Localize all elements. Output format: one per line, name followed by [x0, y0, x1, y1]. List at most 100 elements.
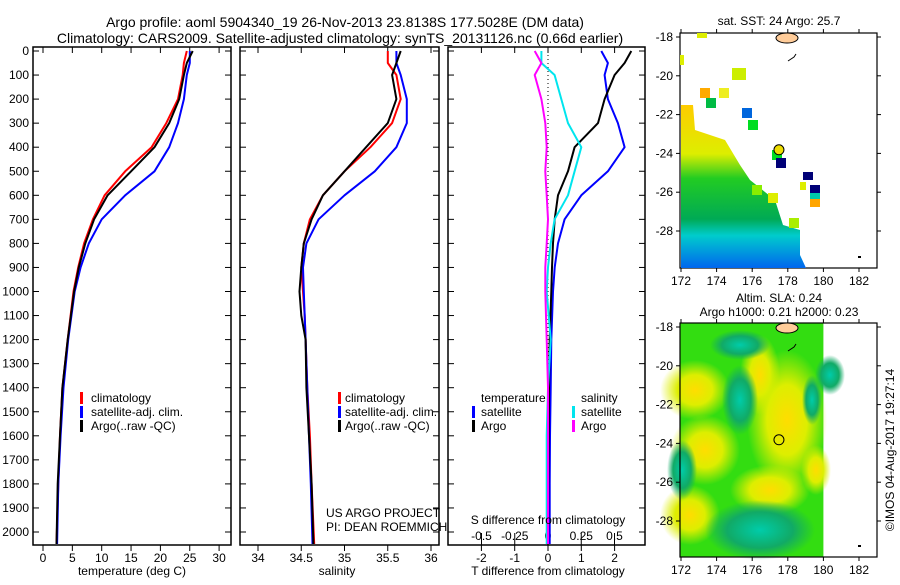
sla-map-title-1: Altim. SLA: 0.24 — [736, 291, 822, 305]
y-tick-label: 1200 — [2, 333, 29, 347]
legend-mark-argo — [338, 420, 341, 432]
s-diff-tick-label: -0.5 — [471, 529, 492, 543]
lon-tick-label: 180 — [813, 563, 833, 577]
sla-low-blob — [710, 330, 770, 360]
x-tick-label: -1 — [509, 551, 520, 565]
x-tick-label: 35 — [338, 551, 352, 565]
y-tick-label: 600 — [9, 188, 29, 202]
sst-cell — [680, 55, 684, 65]
lon-tick-label: 178 — [778, 563, 798, 577]
temperature-argo-line — [55, 50, 194, 545]
lat-tick-label: -22 — [656, 108, 674, 122]
x-tick-label: 34 — [251, 551, 265, 565]
y-tick-label: 900 — [9, 260, 29, 274]
x-tick-label: 15 — [124, 551, 138, 565]
timestamp: ©IMOS 04-Aug-2017 19:27:14 — [883, 369, 897, 532]
lat-tick-label: -20 — [656, 359, 674, 373]
x-tick-label: 20 — [154, 551, 168, 565]
s-argo-line — [533, 50, 549, 544]
legend-satellite: satellite-adj. clim. — [345, 405, 437, 419]
legend-argo: Argo(..raw -QC) — [91, 419, 176, 433]
credit-pi: PI: DEAN ROEMMICH — [326, 520, 447, 534]
legend-mark-satellite — [338, 406, 341, 418]
legend-mark-t-satellite — [472, 406, 475, 418]
argo-position-marker — [773, 434, 785, 446]
legend-header-temperature: temperature — [481, 391, 546, 405]
legend-satellite: satellite-adj. clim. — [91, 405, 183, 419]
y-tick-label: 0 — [22, 44, 29, 58]
y-tick-label: 1600 — [2, 429, 29, 443]
lat-tick-label: -28 — [656, 224, 674, 238]
y-tick-label: 1900 — [2, 501, 29, 515]
legend-mark-argo — [80, 420, 83, 432]
lat-tick-label: -24 — [656, 436, 674, 450]
legend-mark-s-argo — [572, 420, 575, 432]
lat-tick-label: -22 — [656, 398, 674, 412]
lat-tick-label: -18 — [656, 320, 674, 334]
y-tick-label: 700 — [9, 212, 29, 226]
y-tick-label: 300 — [9, 116, 29, 130]
lat-tick-label: -26 — [656, 475, 674, 489]
sst-cell — [752, 185, 762, 195]
x-tick-label: 36 — [424, 551, 438, 565]
t-satellite-line — [548, 50, 626, 544]
legend-mark-climatology — [338, 392, 341, 404]
x-tick-label: 35.5 — [376, 551, 400, 565]
x-tick-label: 10 — [95, 551, 109, 565]
sst-cell — [810, 185, 820, 193]
sla-map: -18 -20 -22 -24 -26 -28 172 174 176 178 180 182 — [656, 319, 881, 577]
x-tick-label: 2 — [611, 551, 618, 565]
legend-t-satellite: satellite — [481, 405, 522, 419]
sst-cell — [768, 193, 778, 203]
sla-high-blob — [801, 445, 831, 495]
legend-climatology: climatology — [345, 391, 405, 405]
temperature-frame — [32, 46, 232, 546]
legend-mark-climatology — [80, 392, 83, 404]
credit-project: US ARGO PROJECT — [326, 506, 441, 520]
lon-tick-label: 172 — [671, 274, 691, 288]
temperature-satellite-line — [56, 51, 191, 545]
x-tick-label: 0 — [40, 551, 47, 565]
t-diff-label: T difference from climatology — [471, 564, 625, 578]
lon-tick-label: 174 — [707, 274, 727, 288]
y-tick-label: 800 — [9, 236, 29, 250]
sst-cell — [719, 88, 729, 98]
s-diff-tick-label: -0.25 — [501, 529, 529, 543]
sla-low-blob — [667, 440, 697, 500]
sla-map-title-2: Argo h1000: 0.21 h2000: 0.23 — [700, 305, 859, 319]
temperature-panel: 0100200300400500600700800900100011001200… — [2, 44, 232, 565]
s-diff-tick-label: 0.5 — [606, 529, 623, 543]
sst-map-title: sat. SST: 24 Argo: 25.7 — [718, 14, 841, 28]
sla-low-blob — [722, 365, 758, 435]
sst-cell — [772, 150, 782, 160]
land-fiji — [775, 32, 799, 44]
sst-cell — [697, 33, 707, 38]
legend-mark-satellite — [80, 406, 83, 418]
land-fiji — [775, 322, 799, 334]
sst-cell — [789, 218, 799, 228]
y-tick-label: 1500 — [2, 405, 29, 419]
sst-cell — [800, 182, 806, 190]
temperature-x-label: temperature (deg C) — [78, 564, 186, 578]
lat-tick-label: -18 — [656, 30, 674, 44]
x-tick-label: 1 — [578, 551, 585, 565]
lon-tick-label: 178 — [778, 274, 798, 288]
x-tick-label: 34.5 — [290, 551, 314, 565]
sst-cell — [748, 120, 758, 130]
land-island — [858, 256, 861, 258]
y-tick-label: 1400 — [2, 381, 29, 395]
t-difference-frame — [447, 46, 646, 546]
legend-mark-t-argo — [472, 420, 475, 432]
lat-tick-label: -28 — [656, 514, 674, 528]
lon-tick-label: 182 — [849, 274, 869, 288]
salinity-panel: 34 34.5 35 35.5 36 — [239, 46, 440, 565]
legend-s-satellite: satellite — [581, 405, 622, 419]
lon-tick-label: 180 — [813, 274, 833, 288]
title-line-2: Climatology: CARS2009. Satellite-adjuste… — [57, 30, 623, 46]
x-tick-label: 5 — [69, 551, 76, 565]
sla-low-blob — [705, 500, 815, 560]
argo-position-marker — [773, 144, 785, 156]
legend-t-argo: Argo — [481, 419, 507, 433]
sst-map: -18 -20 -22 -24 -26 -28 172 174 176 178 180 182 — [656, 29, 881, 288]
